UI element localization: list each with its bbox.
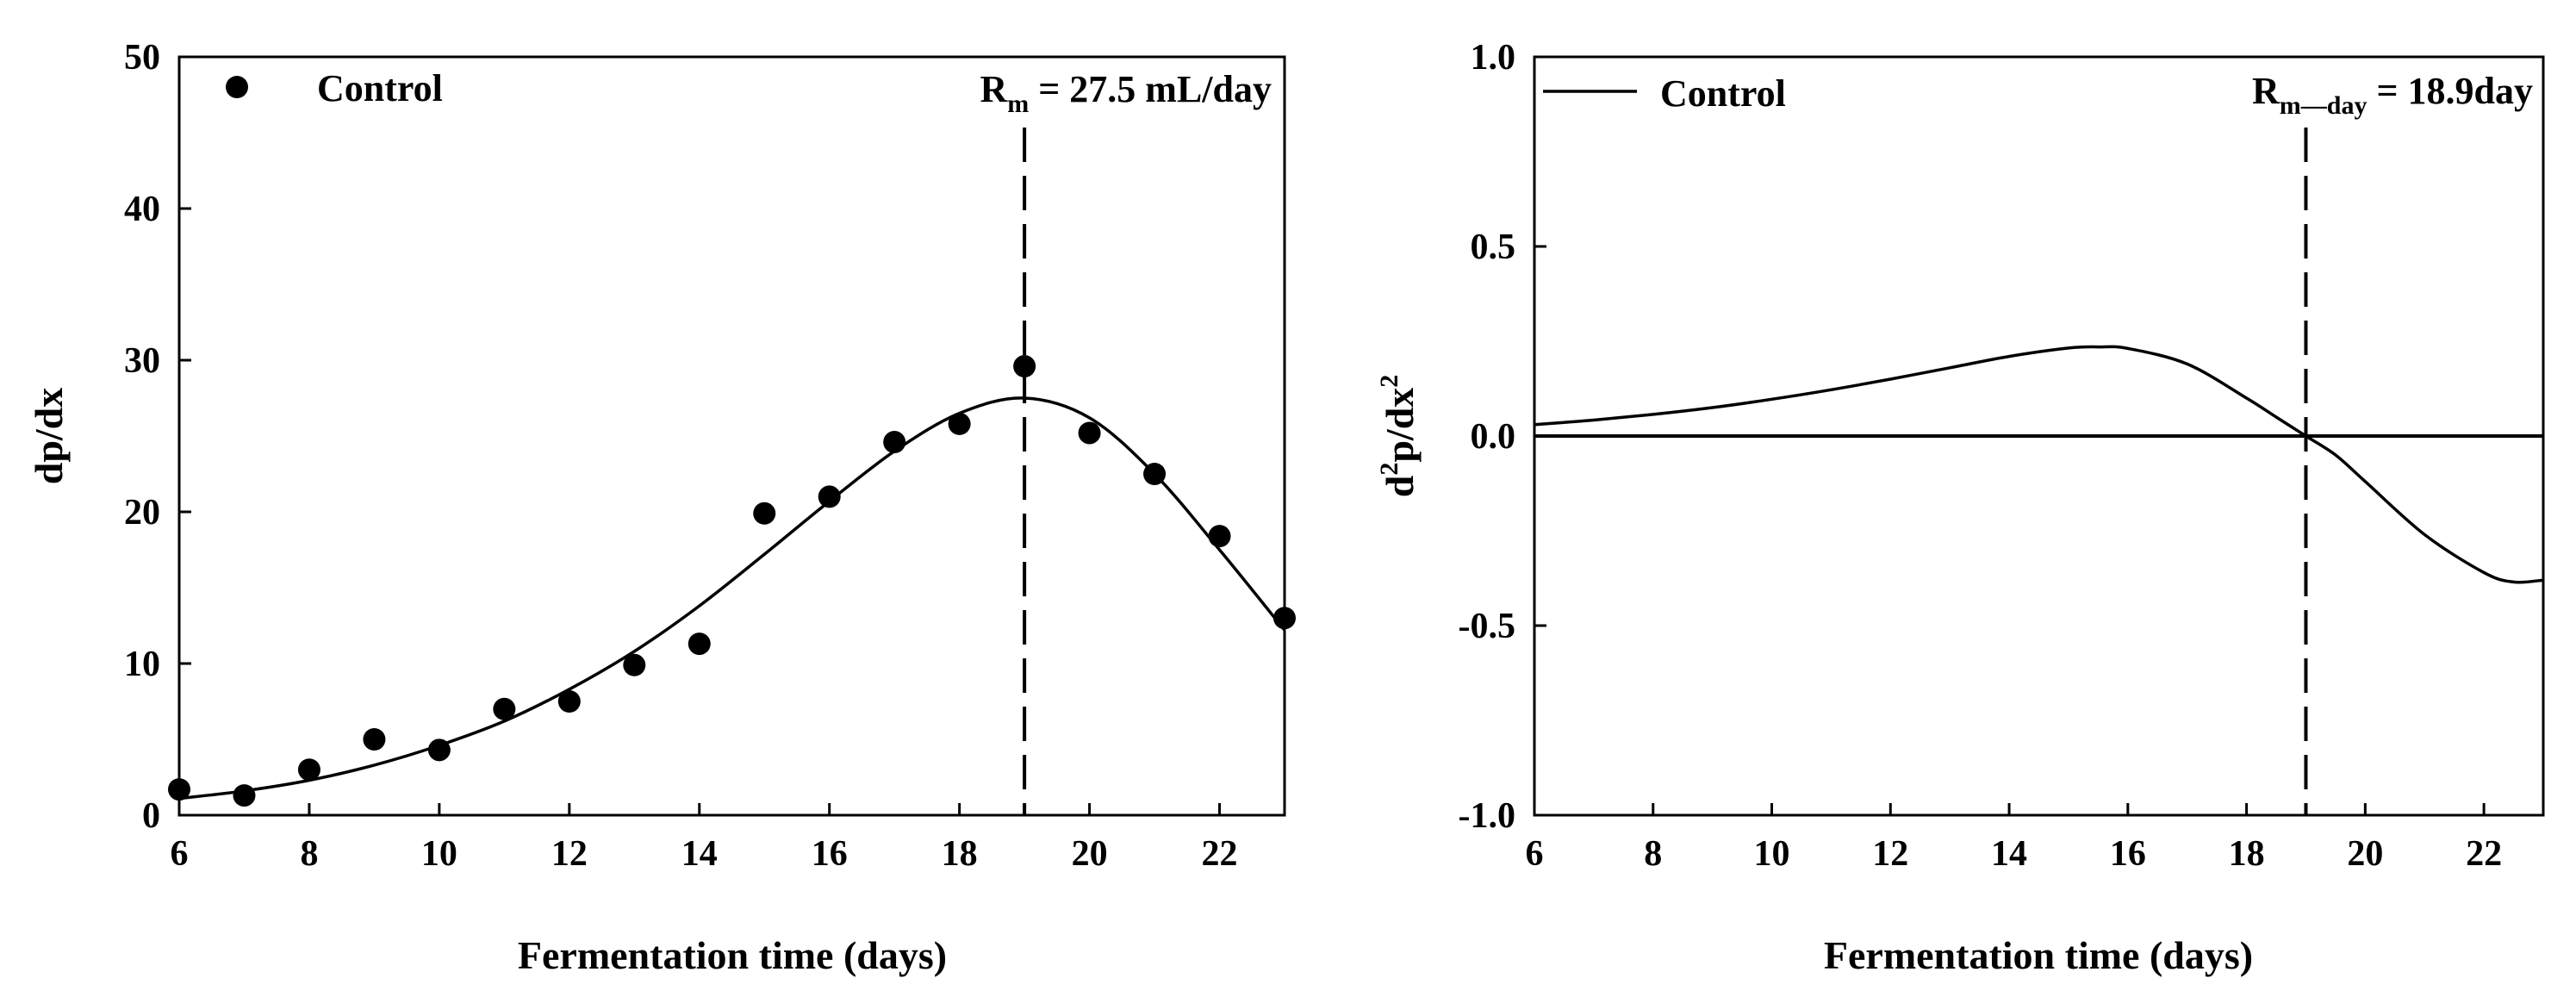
fit-curve-left <box>178 396 1286 801</box>
x-axis-title-left: Fermentation time (days) <box>518 933 947 977</box>
right-x-tick-label: 18 <box>2229 834 2265 874</box>
data-point <box>753 502 776 525</box>
right-x-tick-label: 22 <box>2466 834 2502 874</box>
data-point <box>623 653 646 676</box>
right-y-tick-label: 0.0 <box>1471 417 1516 457</box>
left-y-tick-label: 10 <box>124 645 160 684</box>
left-x-tick-label: 18 <box>942 834 978 874</box>
right-y-tick-label: -0.5 <box>1459 607 1516 646</box>
left-y-tick-label: 20 <box>124 493 160 533</box>
right-y-tick-label: -1.0 <box>1459 796 1516 836</box>
data-point <box>557 690 581 713</box>
left-x-tick-label: 10 <box>421 834 457 874</box>
left-x-tick-label: 14 <box>681 834 718 874</box>
second-derivative-curve <box>1534 345 2544 584</box>
data-point <box>493 697 516 720</box>
left-x-tick-label: 22 <box>1202 834 1238 874</box>
left-x-tick-label: 8 <box>300 834 318 874</box>
data-point <box>363 728 386 751</box>
left-y-tick-label: 0 <box>142 796 160 836</box>
data-point <box>948 412 971 435</box>
data-point <box>1143 463 1167 485</box>
rm-annotation-left: Rm = 27.5 mL/day <box>980 68 1272 118</box>
chart-right: 6 8 10 12 14 16 18 20 22 1.0 0.5 0.0 -0.5 -1.0 Contro… <box>1375 38 2545 977</box>
left-y-tick-label: 50 <box>124 38 160 78</box>
right-y-tick-label: 1.0 <box>1471 38 1516 78</box>
right-x-tick-label: 16 <box>2110 834 2146 874</box>
legend-left: Control <box>226 67 443 109</box>
data-point <box>1208 525 1231 548</box>
data-point <box>1273 607 1296 630</box>
right-x-tick-label: 20 <box>2347 834 2383 874</box>
data-point <box>1013 355 1036 378</box>
data-point <box>297 758 320 782</box>
legend-marker-left <box>226 76 248 98</box>
right-x-tick-label: 8 <box>1644 834 1662 874</box>
y-axis-title-right: d2p/dx2 <box>1375 375 1422 498</box>
data-point <box>1078 421 1101 445</box>
chart-left: 6 8 10 12 14 16 18 20 22 0 10 20 30 40 50 Control Rm =… <box>27 38 1296 977</box>
right-x-tick-label: 14 <box>1991 834 2027 874</box>
right-x-tick-label: 10 <box>1754 834 1790 874</box>
left-x-tick-label: 6 <box>171 834 189 874</box>
data-point <box>233 784 256 807</box>
left-x-tick-label: 12 <box>551 834 588 874</box>
left-x-tick-label: 16 <box>812 834 848 874</box>
rm-annotation-right: Rm—day = 18.9day <box>2252 70 2533 120</box>
data-point <box>427 738 451 762</box>
data-point <box>688 632 711 656</box>
x-axis-title-right: Fermentation time (days) <box>1824 933 2253 977</box>
legend-right: Control <box>1543 72 1786 115</box>
data-point <box>818 485 841 508</box>
plot-frame-left <box>177 55 1286 817</box>
right-x-tick-label: 6 <box>1526 834 1544 874</box>
legend-label-right: Control <box>1660 72 1786 115</box>
left-y-tick-label: 30 <box>124 341 160 381</box>
right-y-tick-label: 0.5 <box>1471 227 1516 267</box>
data-point <box>883 431 906 454</box>
legend-label-left: Control <box>317 67 443 109</box>
data-point <box>168 778 190 801</box>
y-axis-title-left: dp/dx <box>27 388 71 485</box>
right-x-tick-label: 12 <box>1872 834 1908 874</box>
left-x-tick-label: 20 <box>1072 834 1108 874</box>
left-y-tick-label: 40 <box>124 190 160 229</box>
